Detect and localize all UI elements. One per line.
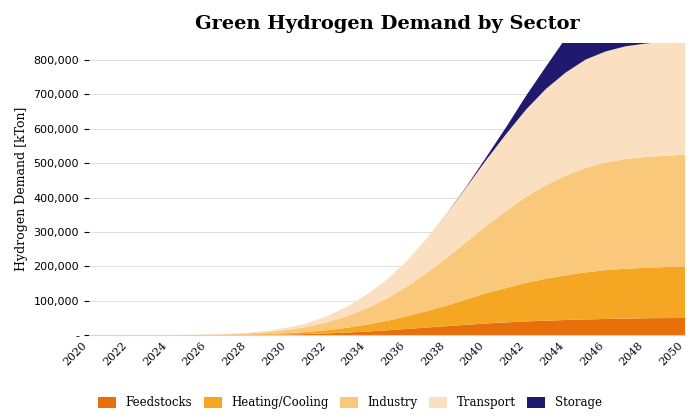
Legend: Feedstocks, Heating/Cooling, Industry, Transport, Storage: Feedstocks, Heating/Cooling, Industry, T… — [94, 392, 606, 414]
Title: Green Hydrogen Demand by Sector: Green Hydrogen Demand by Sector — [195, 15, 580, 33]
Y-axis label: Hydrogen Demand [kTon]: Hydrogen Demand [kTon] — [15, 107, 28, 271]
